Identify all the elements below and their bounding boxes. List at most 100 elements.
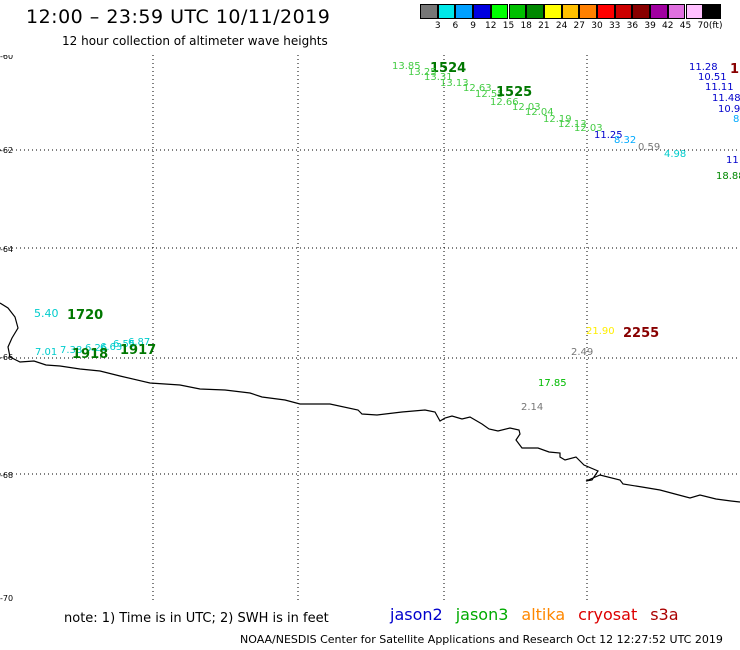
- pass-time-label: 1524: [430, 61, 466, 76]
- wave-height-value: 11.48: [712, 93, 740, 104]
- legend-swatch: [650, 4, 668, 19]
- legend-label: 36: [626, 21, 639, 31]
- graticule-grid: [0, 55, 740, 601]
- latitude-label: -64: [0, 245, 13, 254]
- legend-swatch: [437, 4, 456, 19]
- legend-swatch: [597, 4, 615, 19]
- wave-height-value: 11.28: [689, 62, 718, 73]
- wave-height-value: 12.63: [463, 83, 492, 94]
- legend-label: 18: [520, 21, 532, 31]
- wave-height-value: 12.03: [512, 102, 541, 113]
- wave-height-value: 2.14: [521, 402, 543, 413]
- map-subtitle: 12 hour collection of altimeter wave hei…: [62, 34, 328, 48]
- wave-height-value: 0.59: [638, 142, 660, 153]
- latitude-label: -68: [0, 471, 13, 480]
- latitude-label: -62: [0, 146, 13, 155]
- longitude-label: 144: [437, 606, 452, 607]
- wave-height-value: 5.40: [34, 307, 59, 320]
- satellite-cryosat: cryosat: [578, 605, 638, 624]
- wave-height-value: 18.88: [716, 171, 740, 182]
- satellite-jason2: jason2: [390, 605, 443, 624]
- antarctic-coastline: [0, 302, 740, 503]
- pass-time-label: 1918: [72, 347, 108, 362]
- wave-height-value: 10.9: [718, 104, 740, 115]
- wave-height-value: 6.87: [128, 337, 150, 348]
- wave-height-value: 13.25: [408, 67, 437, 78]
- wave-height-value: 12.03: [574, 123, 603, 134]
- legend-swatch: [473, 4, 491, 19]
- satellite-key: jason2 jason3 altika cryosat s3a: [390, 605, 692, 624]
- legend-swatch: [420, 4, 438, 19]
- wave-height-value: 8: [733, 114, 739, 125]
- legend-label: 30: [591, 21, 603, 31]
- legend-label: 42: [662, 21, 674, 31]
- legend-swatch: [543, 4, 562, 19]
- legend-label: 33: [608, 21, 621, 31]
- legend-label: 39: [644, 21, 656, 31]
- wave-height-value: 8.32: [614, 135, 636, 146]
- legend-label: 27: [573, 21, 585, 31]
- satellite-altika: altika: [521, 605, 566, 624]
- latitude-label: -70: [0, 594, 13, 603]
- wave-height-value: 11.25: [594, 130, 623, 141]
- satellite-jason3: jason3: [455, 605, 509, 624]
- longitude-label: 150: [724, 606, 739, 607]
- wave-height-value: 7.38: [60, 345, 82, 356]
- longitude-label: 135: [0, 606, 15, 607]
- legend-swatch: [455, 4, 474, 19]
- legend-label: 24: [555, 21, 568, 31]
- legend-swatch: [632, 4, 651, 19]
- axis-labels: -60 -62 -64 -66 -68 -70 135 138 141 144 147 150: [0, 55, 739, 607]
- wave-height-value: 6.55: [113, 339, 135, 350]
- footer-credit: NOAA/NESDIS Center for Satellite Applica…: [240, 633, 723, 646]
- legend-label: 12: [485, 21, 497, 31]
- pass-time-label: 1917: [120, 343, 156, 358]
- legend-swatch: [703, 4, 721, 19]
- pass-time-label: 1720: [67, 308, 103, 323]
- legend-swatch: [508, 4, 527, 19]
- wave-height-value: 12.04: [525, 107, 554, 118]
- wave-height-value: 10.51: [698, 72, 727, 83]
- footer-note: note: 1) Time is in UTC; 2) SWH is in fe…: [64, 611, 329, 626]
- legend-swatch: [685, 4, 704, 19]
- legend-label: 9: [470, 21, 476, 31]
- legend-label: 15: [502, 21, 515, 31]
- longitude-label: 138: [145, 606, 160, 607]
- longitude-label: 147: [580, 606, 595, 607]
- wave-height-value: 12.55: [475, 89, 504, 100]
- legend-label: 3: [434, 21, 441, 31]
- pass-time-label: 2255: [623, 326, 659, 341]
- wave-height-value: 11: [726, 155, 739, 166]
- wave-height-value: 2.49: [571, 347, 593, 358]
- wave-height-value: 21.90: [586, 326, 615, 337]
- wave-height-value: 13.13: [440, 78, 469, 89]
- wave-height-value: 13.85: [392, 61, 421, 72]
- wave-height-observations: 13.85 152413.2513.3113.1312.6312.55152512…: [34, 61, 740, 413]
- longitude-label: 141: [290, 606, 305, 607]
- legend-swatch: [579, 4, 597, 19]
- map-title: 12:00 – 23:59 UTC 10/11/2019: [26, 6, 331, 28]
- wave-height-value: 17.85: [538, 378, 567, 389]
- legend-label: 45: [679, 21, 692, 31]
- wave-height-value: 7.01: [35, 347, 57, 358]
- wave-height-value: 11.11: [705, 82, 734, 93]
- wave-height-value: 12.66: [490, 97, 519, 108]
- legend-swatch: [526, 4, 544, 19]
- legend-swatch: [667, 4, 686, 19]
- legend-swatch: [561, 4, 580, 19]
- pass-time-label: 1525: [496, 85, 532, 100]
- wave-height-value: 12.13: [558, 119, 587, 130]
- wave-height-value: 4.98: [664, 149, 686, 160]
- satellite-s3a: s3a: [650, 605, 679, 624]
- legend-label: 70: [697, 21, 709, 31]
- altimeter-map: -60 -62 -64 -66 -68 -70 135 138 141 144 147 150 13.…: [0, 55, 740, 607]
- latitude-label: -60: [0, 55, 13, 61]
- wave-height-value: 12.19: [543, 114, 572, 125]
- legend-label: 21: [538, 21, 550, 31]
- latitude-label: -66: [0, 353, 13, 362]
- legend-swatch: [490, 4, 509, 19]
- legend-unit: (ft): [708, 21, 723, 31]
- wave-height-value: 6.63: [100, 342, 122, 353]
- legend-label: 6: [452, 21, 459, 31]
- wave-height-value: 6.26: [85, 343, 107, 354]
